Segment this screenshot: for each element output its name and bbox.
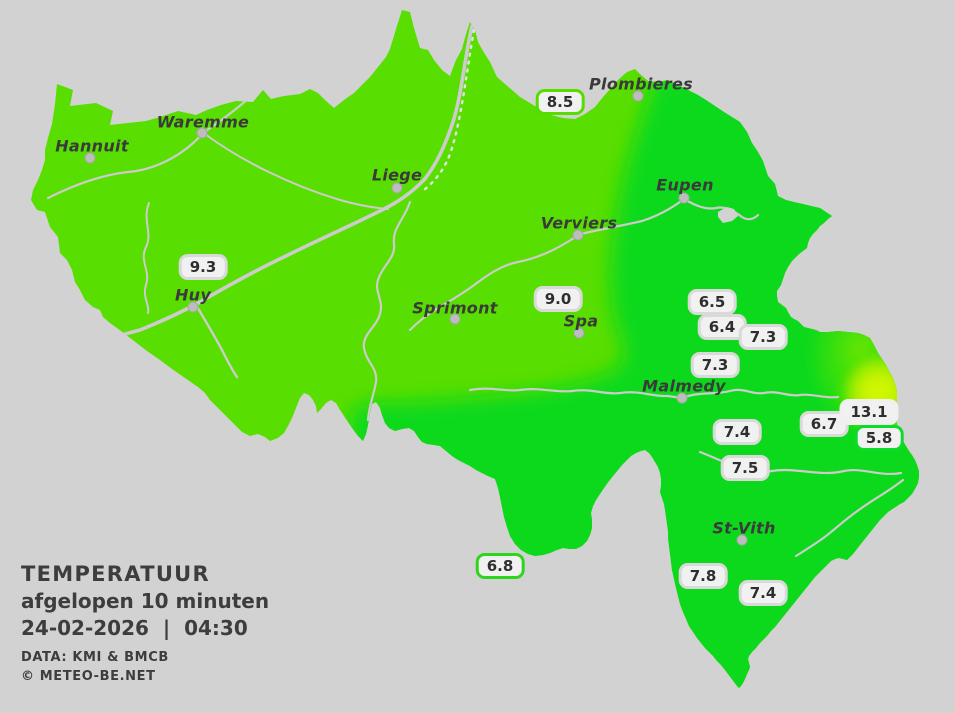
temperature-badge-13-1: 13.1 xyxy=(839,399,899,425)
city-label-verviers: Verviers xyxy=(540,213,618,233)
city-dot-sprimont xyxy=(449,313,461,325)
temperature-badge-7-4: 7.4 xyxy=(712,419,762,445)
city-dot-huy xyxy=(187,301,199,313)
city-label-huy: Huy xyxy=(174,285,212,305)
temperature-badge-7-4: 7.4 xyxy=(738,580,788,606)
city-dot-liege xyxy=(391,182,403,194)
city-dot-eupen xyxy=(678,192,690,204)
city-dot-waremme xyxy=(196,127,208,139)
temperature-badge-7-8: 7.8 xyxy=(678,563,728,589)
temperature-badge-6-8: 6.8 xyxy=(475,553,525,579)
temperature-badge-9-0: 9.0 xyxy=(533,286,583,312)
lake xyxy=(718,207,738,223)
city-dot-spa xyxy=(573,327,585,339)
canal-dashed-line xyxy=(422,28,476,192)
map-subtitle: afgelopen 10 minuten xyxy=(21,589,270,613)
temperature-badge-9-3: 9.3 xyxy=(178,254,228,280)
rivers xyxy=(46,24,905,558)
city-label-eupen: Eupen xyxy=(656,175,714,195)
map-datetime: 24-02-2026 | 04:30 xyxy=(21,616,248,640)
city-dot-hannuit xyxy=(84,152,96,164)
temperature-badge-8-5: 8.5 xyxy=(535,89,585,115)
copyright: © METEO-BE.NET xyxy=(21,669,156,684)
temperature-badge-6-5: 6.5 xyxy=(687,289,737,315)
legend-title-block: TEMPERATUUR afgelopen 10 minuten 24-02-2… xyxy=(21,562,269,684)
city-label-plombieres: Plombieres xyxy=(589,74,693,94)
city-dot-malmedy xyxy=(676,392,688,404)
city-label-spa: Spa xyxy=(563,311,599,331)
city-label-sprimont: Sprimont xyxy=(412,298,498,318)
map-title: TEMPERATUUR xyxy=(21,562,210,586)
city-label-waremme: Waremme xyxy=(156,112,250,132)
city-label-st-vith: St-Vith xyxy=(712,518,776,538)
temperature-badge-7-3: 7.3 xyxy=(738,324,788,350)
city-label-malmedy: Malmedy xyxy=(642,376,726,396)
city-label-hannuit: Hannuit xyxy=(55,136,129,156)
city-label-liege: Liege xyxy=(371,165,423,185)
temperature-badge-7-5: 7.5 xyxy=(720,455,770,481)
data-source: DATA: KMI & BMCB xyxy=(21,650,169,665)
city-dot-st-vith xyxy=(736,534,748,546)
city-dot-verviers xyxy=(572,229,584,241)
temperature-badge-7-3: 7.3 xyxy=(690,352,740,378)
city-dot-plombieres xyxy=(632,90,644,102)
temperature-badge-5-8: 5.8 xyxy=(854,425,904,451)
